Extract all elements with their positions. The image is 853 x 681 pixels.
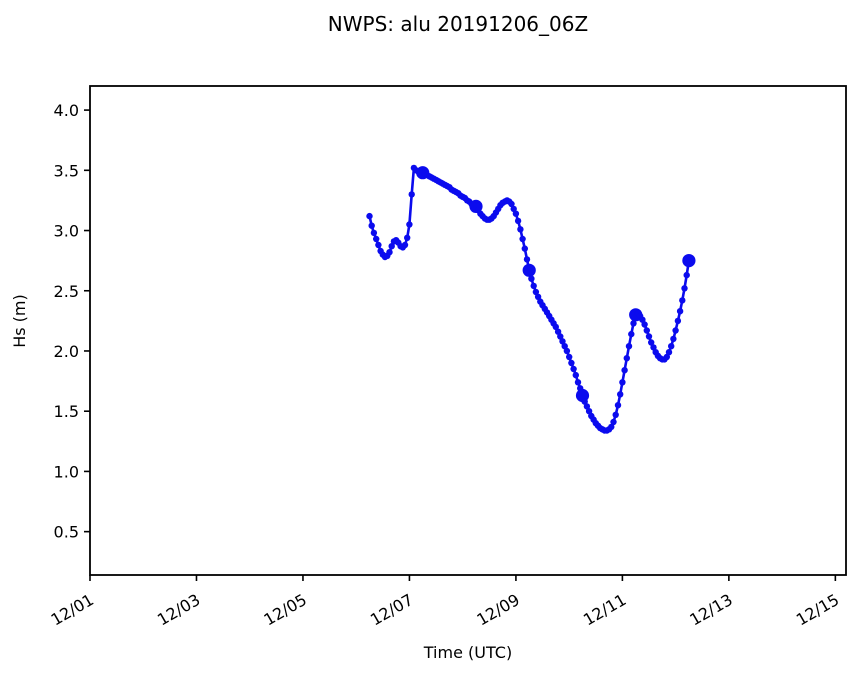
data-point (559, 338, 566, 345)
y-tick-label: 1.0 (54, 462, 79, 481)
data-point (610, 418, 617, 426)
data-point (681, 285, 688, 292)
data-point (628, 330, 635, 338)
data-point (630, 320, 637, 327)
x-tick-label: 12/13 (686, 590, 735, 630)
data-point (641, 321, 648, 328)
data-point (370, 229, 378, 237)
data-point (645, 333, 653, 340)
data-point (608, 423, 615, 431)
data-point (621, 367, 628, 374)
x-tick-label: 12/07 (367, 590, 416, 630)
data-point (583, 403, 591, 410)
data-point (674, 317, 682, 325)
data-point (614, 402, 622, 409)
data-point (612, 411, 619, 418)
data-point (625, 343, 633, 350)
data-point (388, 243, 395, 250)
data-series (366, 164, 696, 434)
data-point (619, 379, 626, 386)
data-point (375, 241, 382, 249)
y-axis-label: Hs (m) (10, 294, 29, 348)
data-point (386, 249, 393, 256)
data-point (554, 328, 562, 335)
data-point (552, 323, 559, 331)
y-tick-label: 3.5 (54, 161, 79, 180)
data-point (585, 408, 593, 415)
data-point (617, 391, 624, 398)
data-point (534, 293, 542, 300)
data-point (670, 335, 677, 343)
data-point (512, 210, 520, 217)
data-point (557, 333, 564, 340)
data-point (566, 353, 573, 361)
data-point (510, 205, 517, 213)
data-point (521, 245, 528, 252)
data-point (532, 288, 540, 296)
data-point (668, 343, 675, 350)
x-tick-label: 12/05 (261, 590, 310, 630)
data-point (648, 339, 655, 346)
data-point (563, 347, 571, 355)
x-tick-label: 12/03 (154, 590, 203, 630)
data-point (574, 379, 582, 386)
x-tick-label: 12/15 (793, 590, 842, 630)
axis-ticks: 12/01 12/03 12/05 12/07 12/09 12/11 12/13 12/15… (48, 101, 843, 629)
data-point-daily (522, 263, 536, 277)
data-point (523, 256, 531, 263)
data-point (561, 343, 568, 350)
data-point (643, 327, 650, 334)
data-point-daily (682, 254, 696, 268)
x-tick-label: 12/01 (48, 590, 97, 630)
data-point (676, 308, 684, 315)
y-tick-label: 0.5 (54, 523, 79, 542)
data-point (683, 271, 690, 279)
data-point (581, 398, 588, 405)
x-axis-label: Time (UTC) (423, 643, 512, 662)
data-point (570, 365, 577, 373)
data-point (508, 200, 515, 208)
data-point (408, 191, 415, 198)
y-tick-label: 4.0 (54, 101, 79, 120)
data-line (368, 166, 691, 432)
data-point (665, 349, 673, 356)
y-tick-label: 2.0 (54, 342, 79, 361)
data-point (366, 212, 373, 220)
x-tick-label: 12/11 (580, 590, 629, 630)
data-point (650, 344, 657, 351)
y-tick-label: 2.5 (54, 282, 79, 301)
chart-title: NWPS: alu 20191206_06Z (328, 12, 588, 36)
data-point (568, 359, 575, 367)
data-point (517, 226, 524, 233)
x-tick-label: 12/09 (473, 590, 522, 630)
data-point (401, 241, 409, 249)
data-point (663, 353, 670, 361)
data-point (530, 282, 537, 290)
plot-border (89, 85, 847, 576)
data-point (404, 234, 411, 241)
data-point (368, 222, 375, 229)
y-tick-label: 1.5 (54, 402, 79, 421)
data-point (406, 221, 413, 228)
data-point (639, 316, 646, 323)
data-point (572, 371, 579, 379)
data-point (679, 297, 686, 304)
data-point (514, 217, 522, 225)
data-point (672, 327, 679, 334)
y-tick-label: 3.0 (54, 222, 79, 241)
data-point (519, 235, 526, 243)
data-point (623, 355, 630, 362)
data-point (373, 235, 380, 243)
data-point (528, 275, 535, 282)
